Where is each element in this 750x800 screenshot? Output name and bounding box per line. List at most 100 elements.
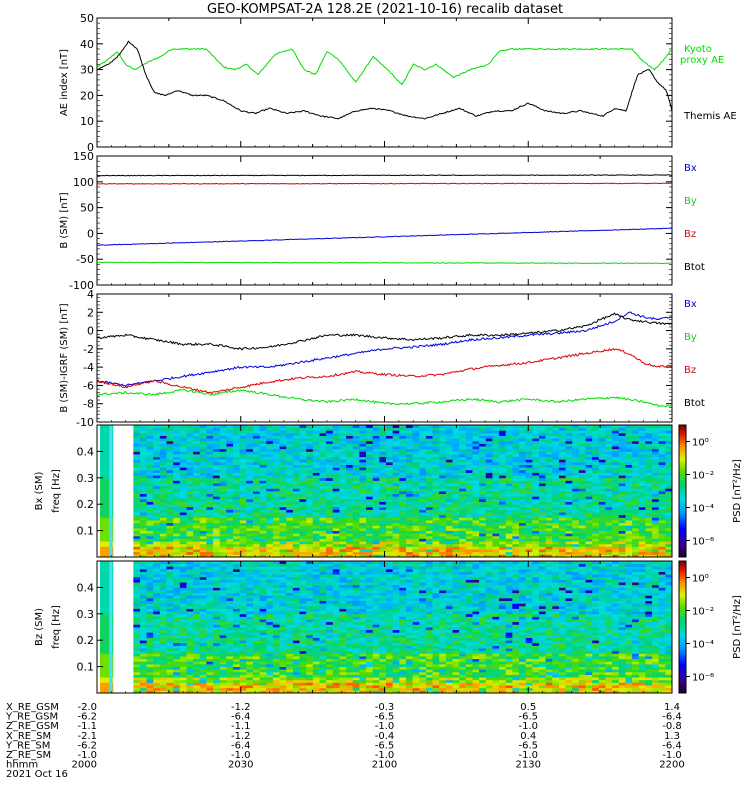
spec-bx-cell <box>399 509 407 513</box>
spec-bx-cell <box>652 483 660 487</box>
spec-bx-cell <box>100 454 108 458</box>
spec-bx-cell <box>612 543 620 547</box>
spec-bx-cell <box>585 530 593 534</box>
spec-bx-cell <box>346 538 354 542</box>
spec-bx-cell <box>339 512 347 516</box>
spec-bx-cell <box>186 443 194 447</box>
spec-bx-cell <box>412 506 420 510</box>
spec-bz-cell <box>139 619 147 623</box>
spec-bx-cell <box>412 446 420 450</box>
spec-bx-cell <box>292 451 300 455</box>
spec-bx-cell <box>512 517 520 521</box>
spec-bx-cell <box>425 522 433 526</box>
spec-bx-cell <box>272 520 280 524</box>
spec-bz-cell <box>146 613 154 617</box>
spec-bx-cell <box>100 535 108 539</box>
ae-kyoto-label: proxy AE <box>680 55 724 66</box>
spec-bx-cell <box>193 461 201 465</box>
spec-bx-cell <box>166 509 174 513</box>
spec-bx-cell <box>166 475 174 479</box>
spec-bx-cell <box>252 467 261 471</box>
spec-bx-cell <box>306 493 314 497</box>
spec-bx-cell <box>605 498 613 502</box>
spec-bx-cell <box>366 464 374 468</box>
spec-bx-cell <box>166 512 174 516</box>
spec-bx-cell <box>598 554 606 558</box>
spec-bx-cell <box>638 509 646 513</box>
spec-bx-cell <box>266 485 274 489</box>
spec-bx-cell <box>512 554 520 558</box>
spec-bx-cell <box>219 446 227 450</box>
spec-bx-cell <box>439 543 447 547</box>
spec-bx-cell <box>319 464 327 468</box>
spec-bx-cell <box>352 491 360 495</box>
spec-bx-cell <box>492 440 500 444</box>
spec-bx-cell <box>425 530 433 534</box>
spec-bx-cell <box>439 535 447 539</box>
spec-bx-colorbar-step <box>679 453 686 457</box>
spec-bx-cell <box>412 514 420 518</box>
spec-bx-cell <box>153 493 161 497</box>
spec-bx-cell <box>352 435 360 439</box>
spec-bx-cell <box>173 535 181 539</box>
spec-bx-cell <box>319 430 327 434</box>
spec-bx-cell <box>366 432 374 436</box>
spec-bx-cell <box>425 440 433 444</box>
spec-bz-cell <box>100 571 108 575</box>
spec-bx-cell <box>445 504 453 508</box>
spec-bx-cell <box>572 546 580 550</box>
spec-bx-cell <box>552 522 560 526</box>
spec-bx-cell <box>565 554 573 558</box>
spec-bx-cell <box>193 454 201 458</box>
spec-bx-cell <box>665 520 673 524</box>
spec-bx-cell <box>379 443 387 447</box>
spec-bx-cell <box>332 464 340 468</box>
spec-bx-cell <box>206 554 214 558</box>
spec-bx-cell <box>532 451 540 455</box>
spec-bz-cell <box>146 661 154 665</box>
spec-bx-cell <box>638 514 646 518</box>
spec-bx-cell <box>472 522 480 526</box>
spec-bx-cell <box>545 432 553 436</box>
spec-bx-cell <box>499 493 507 497</box>
spec-bx-cell <box>139 427 147 431</box>
spec-bx-cell <box>166 461 174 465</box>
spec-bx-colorbar-step <box>679 433 686 437</box>
spec-bx-cell <box>412 459 420 463</box>
spec-bx-cell <box>632 432 640 436</box>
spec-bx-cell <box>538 541 547 545</box>
spec-bx-cell <box>319 517 327 521</box>
spec-bx-cell <box>173 469 181 473</box>
spec-bx-colorbar-step <box>679 546 686 549</box>
spec-bx-cell <box>525 435 533 439</box>
spec-bx-cell <box>618 527 626 531</box>
spec-bx-cell <box>645 504 653 508</box>
spec-bx-cell <box>658 530 666 534</box>
spec-bx-cell <box>166 469 174 473</box>
spec-bx-cell <box>379 456 387 460</box>
spec-bx-cell <box>352 440 360 444</box>
spec-bx-cell <box>405 493 413 497</box>
spec-bx-cell <box>372 425 380 429</box>
spec-bx-cell <box>272 427 280 431</box>
spec-bx-cell <box>266 483 274 487</box>
spec-bx-cell <box>412 461 420 465</box>
spec-bx-cell <box>465 425 473 429</box>
spec-bx-cell <box>359 496 367 500</box>
spec-bx-cell <box>572 551 580 555</box>
spec-bx-cell <box>525 512 533 516</box>
spec-bx-cell <box>372 464 380 468</box>
spec-bx-cell <box>173 438 181 442</box>
spec-bz-cell <box>139 616 147 620</box>
spec-bx-cell <box>585 525 593 529</box>
spec-bx-cell <box>186 509 194 513</box>
spec-bx-cell <box>652 501 660 505</box>
spec-bx-cell <box>658 446 666 450</box>
spec-bx-cell <box>452 432 460 436</box>
spec-bx-cell <box>618 461 626 465</box>
spec-bx-cell <box>532 541 540 545</box>
ae-series-themis-ae <box>96 40 673 120</box>
spec-bx-cell <box>139 514 147 518</box>
spec-bx-cell <box>346 475 354 479</box>
spec-bx-cell <box>312 549 320 553</box>
